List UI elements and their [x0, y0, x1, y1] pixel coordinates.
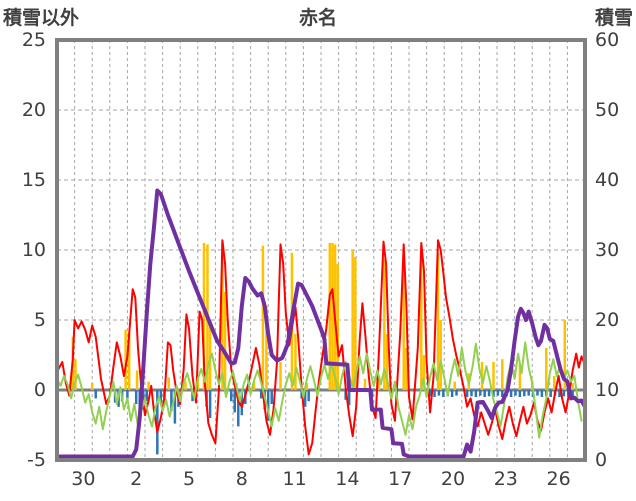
series-red-line: [57, 239, 585, 456]
x-axis-tick: 17: [388, 468, 413, 490]
left-axis-tick: 10: [21, 239, 46, 261]
x-axis-tick: 23: [493, 468, 518, 490]
series-green-line: [57, 341, 583, 439]
series-積雪: [57, 188, 585, 459]
left-axis-tick: 5: [33, 309, 46, 331]
right-axis-tick: 10: [595, 379, 620, 401]
left-axis-title: 積雪以外: [3, 7, 80, 29]
x-axis-tick: 11: [282, 468, 307, 490]
left-axis-tick: -5: [27, 449, 46, 471]
right-axis-tick: 0: [595, 449, 608, 471]
x-axis-tick: 20: [440, 468, 466, 490]
left-axis-tick: 25: [21, 29, 46, 51]
right-axis-tick: 20: [595, 309, 620, 331]
left-axis-tick: 20: [21, 99, 46, 121]
left-axis-tick: 15: [21, 169, 46, 191]
plot-border: [55, 38, 587, 462]
left-axis-tick: 0: [33, 379, 46, 401]
x-axis-tick: 26: [546, 468, 571, 490]
right-axis-title: 積雪: [594, 7, 633, 29]
right-axis-tick: 50: [595, 99, 620, 121]
chart-title: 赤名: [298, 7, 337, 29]
series-group: [57, 188, 585, 459]
x-axis-tick: 2: [130, 468, 143, 490]
x-axis-tick: 14: [335, 468, 360, 490]
x-axis-tick: 5: [182, 468, 196, 490]
x-axis-tick: 30: [71, 468, 96, 490]
right-axis-tick: 60: [595, 29, 620, 51]
x-axis-tick: 8: [235, 468, 248, 490]
right-axis-tick: 30: [595, 239, 620, 261]
right-axis-tick: 40: [595, 169, 620, 191]
